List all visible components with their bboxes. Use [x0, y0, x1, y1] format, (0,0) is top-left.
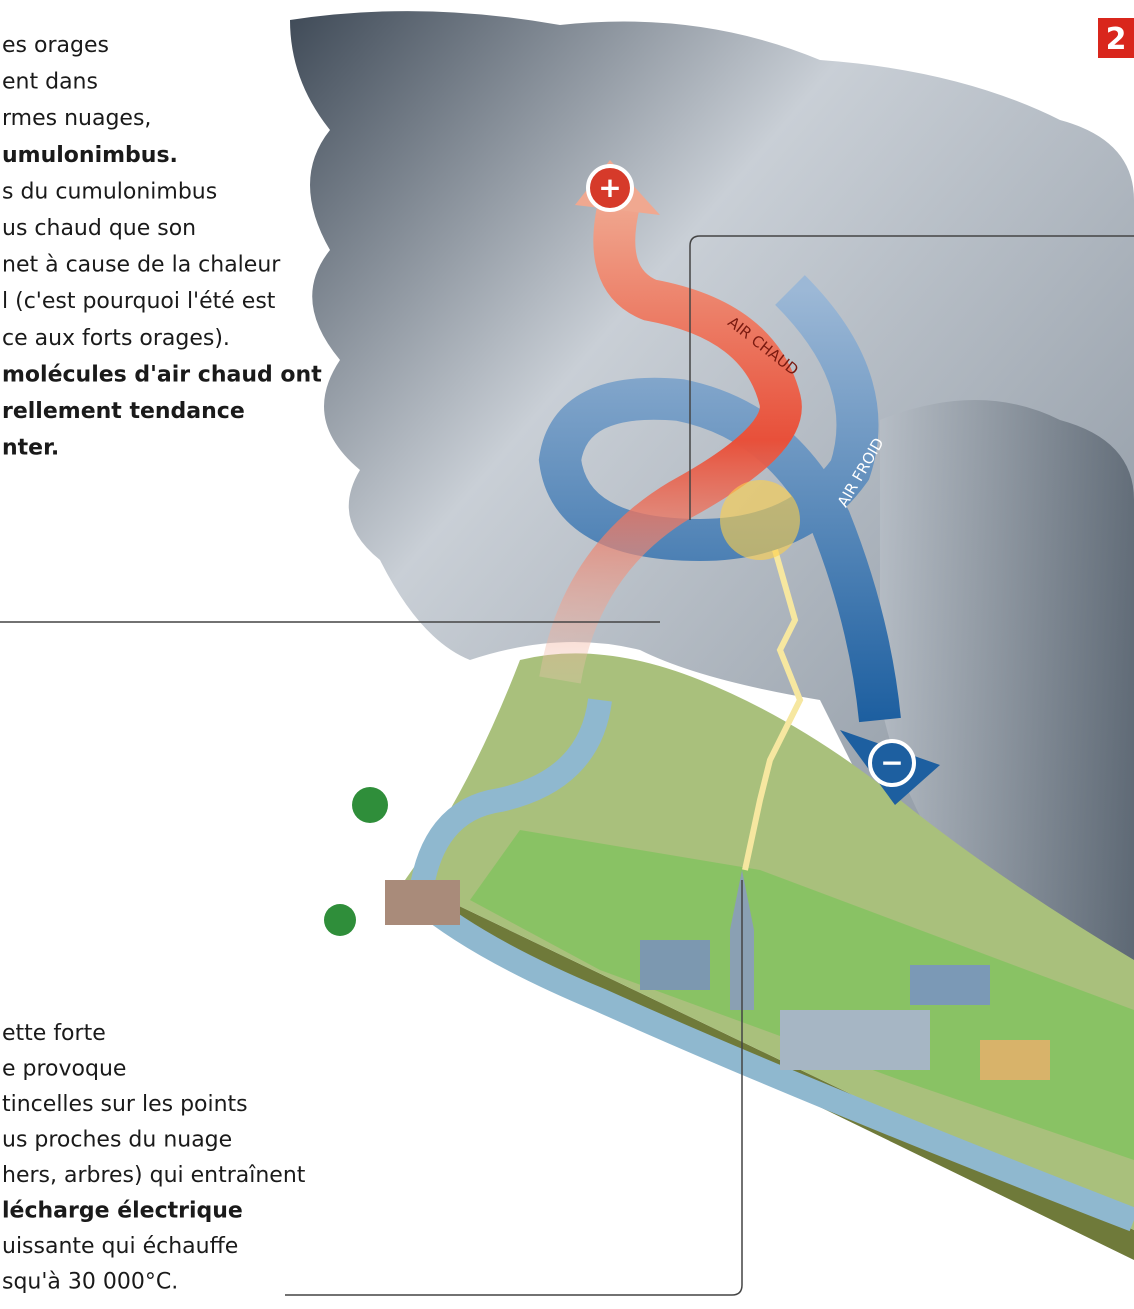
- plus-label: +: [598, 171, 621, 204]
- text-line: us chaud que son: [2, 216, 196, 241]
- church: [640, 940, 710, 990]
- shed: [910, 965, 990, 1005]
- barn: [980, 1040, 1050, 1080]
- text-line: molécules d'air chaud ont: [2, 362, 322, 387]
- text-line: s du cumulonimbus: [2, 179, 217, 204]
- text-line: e provoque: [2, 1057, 126, 1082]
- text-line: rmes nuages,: [2, 106, 151, 131]
- page: + − AIR CHAUD AIR FROID 2 es oragesent d…: [0, 0, 1134, 1309]
- infographic: + − AIR CHAUD AIR FROID 2 es oragesent d…: [0, 0, 1134, 1309]
- badge-number: 2: [1106, 22, 1127, 57]
- text-line: l (c'est pourquoi l'été est: [2, 289, 276, 314]
- tree: [324, 904, 356, 936]
- text-line: hers, arbres) qui entraînent: [2, 1163, 306, 1188]
- building: [385, 880, 460, 925]
- glow: [720, 480, 800, 560]
- minus-label: −: [880, 746, 903, 779]
- text-line: rellement tendance: [2, 399, 245, 424]
- text-line: es orages: [2, 33, 109, 58]
- tree: [352, 787, 388, 823]
- text-line: ce aux forts orages).: [2, 326, 230, 351]
- text-line: ette forte: [2, 1021, 106, 1046]
- text-line: uissante qui échauffe: [2, 1234, 238, 1259]
- text-line: net à cause de la chaleur: [2, 253, 281, 278]
- text-line: umulonimbus.: [2, 143, 178, 168]
- text-line: tincelles sur les points: [2, 1092, 248, 1117]
- farm: [780, 1010, 930, 1070]
- top-text: es orages ent dans rmes nuages, umulonimbus…: [2, 33, 322, 461]
- text-line: us proches du nuage: [2, 1128, 232, 1153]
- text-line: nter.: [2, 436, 59, 461]
- text-line: squ'à 30 000°C.: [2, 1270, 178, 1295]
- text-line: lécharge électrique: [2, 1199, 243, 1224]
- bottom-text: ette forte e provoque tincelles sur les po…: [2, 1021, 306, 1295]
- text-line: ent dans: [2, 70, 98, 95]
